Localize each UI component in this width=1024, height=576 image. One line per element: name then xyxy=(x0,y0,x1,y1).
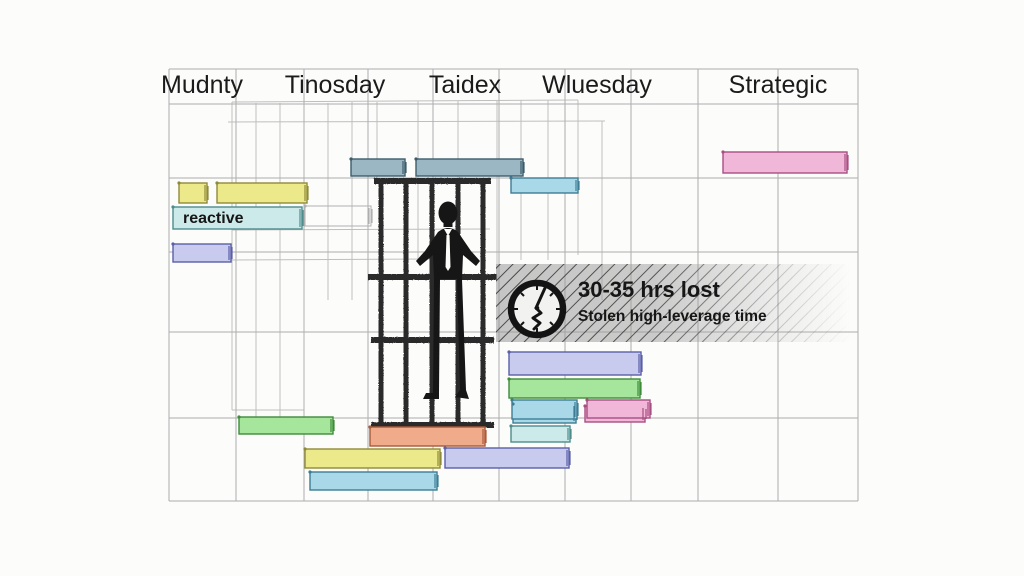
svg-text:Tinosday: Tinosday xyxy=(285,71,386,99)
svg-text:Stolen high-leverage time: Stolen high-leverage time xyxy=(578,308,767,325)
svg-text:30-35 hrs lost: 30-35 hrs lost xyxy=(578,277,721,302)
svg-text:Taidex: Taidex xyxy=(429,71,502,99)
svg-text:Mudnty: Mudnty xyxy=(161,71,243,99)
svg-text:reactive: reactive xyxy=(183,210,244,227)
svg-text:Strategic: Strategic xyxy=(729,71,828,99)
svg-text:Wluesday: Wluesday xyxy=(542,71,652,99)
